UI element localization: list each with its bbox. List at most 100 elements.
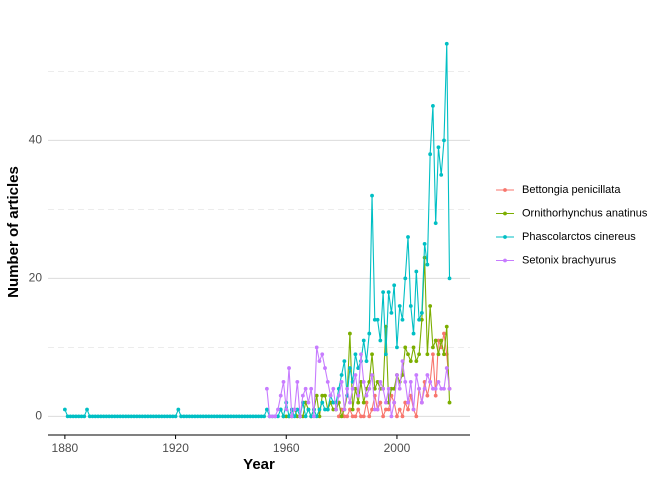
data-point bbox=[433, 338, 438, 343]
data-point bbox=[295, 379, 300, 384]
data-point bbox=[364, 393, 369, 398]
data-point bbox=[237, 414, 242, 419]
data-point bbox=[82, 414, 87, 419]
data-point bbox=[372, 407, 377, 412]
x-tick-label: 2000 bbox=[384, 441, 411, 455]
data-point bbox=[245, 414, 250, 419]
data-point bbox=[176, 407, 181, 412]
data-point bbox=[259, 414, 264, 419]
data-point bbox=[444, 366, 449, 370]
data-point bbox=[386, 290, 391, 295]
data-point bbox=[314, 345, 319, 350]
data-point bbox=[442, 331, 446, 336]
data-point bbox=[328, 393, 333, 398]
data-point bbox=[447, 386, 452, 391]
data-point bbox=[417, 317, 421, 322]
legend-label: Bettongia penicillata bbox=[522, 184, 621, 196]
data-point bbox=[406, 407, 410, 412]
data-point bbox=[431, 103, 435, 108]
data-point bbox=[342, 407, 347, 412]
data-point bbox=[336, 414, 341, 419]
data-point bbox=[295, 407, 300, 412]
data-point bbox=[143, 414, 148, 419]
data-point bbox=[90, 414, 95, 419]
data-point bbox=[433, 393, 438, 398]
data-point bbox=[287, 366, 291, 370]
x-axis-title: Year bbox=[243, 456, 275, 473]
data-point bbox=[98, 414, 103, 419]
data-point bbox=[444, 41, 449, 46]
data-point bbox=[312, 414, 316, 419]
data-point bbox=[334, 407, 338, 412]
data-point bbox=[381, 290, 386, 295]
data-point bbox=[223, 414, 228, 419]
data-point bbox=[408, 359, 413, 364]
x-tick-label: 1920 bbox=[162, 441, 189, 455]
data-point bbox=[339, 414, 344, 419]
data-point bbox=[381, 414, 386, 419]
data-point bbox=[433, 386, 438, 391]
data-point bbox=[408, 304, 413, 308]
data-point bbox=[353, 352, 358, 357]
data-point bbox=[425, 393, 430, 398]
data-point bbox=[121, 414, 125, 419]
data-point bbox=[68, 414, 73, 419]
data-point bbox=[65, 414, 70, 419]
data-point bbox=[370, 193, 374, 198]
data-point bbox=[231, 414, 236, 419]
series-line bbox=[266, 347, 451, 417]
data-point bbox=[96, 414, 100, 419]
data-point bbox=[356, 407, 361, 412]
data-point bbox=[115, 414, 120, 419]
data-point bbox=[289, 414, 294, 419]
data-point bbox=[400, 317, 405, 322]
data-point bbox=[364, 400, 369, 405]
data-point bbox=[370, 352, 374, 357]
legend-label: Ornithorhynchus anatinus bbox=[522, 207, 648, 219]
data-point bbox=[436, 379, 441, 384]
data-point bbox=[195, 414, 200, 419]
data-point bbox=[123, 414, 128, 419]
data-point bbox=[79, 414, 84, 419]
data-point bbox=[386, 407, 391, 412]
data-point bbox=[278, 407, 283, 412]
data-point bbox=[262, 414, 267, 419]
data-point bbox=[107, 414, 112, 419]
data-point bbox=[256, 414, 261, 419]
data-point bbox=[87, 414, 92, 419]
data-point bbox=[276, 414, 280, 419]
data-point bbox=[145, 414, 150, 419]
data-point bbox=[85, 407, 89, 412]
data-point bbox=[367, 386, 372, 391]
data-point bbox=[361, 414, 366, 419]
data-point bbox=[300, 393, 305, 398]
data-point bbox=[425, 352, 430, 357]
data-point bbox=[370, 407, 374, 412]
data-point bbox=[381, 386, 386, 391]
data-point bbox=[431, 352, 435, 357]
data-point bbox=[439, 172, 444, 177]
data-point bbox=[442, 386, 446, 391]
data-point bbox=[287, 414, 291, 419]
data-point bbox=[383, 407, 388, 412]
data-point bbox=[403, 379, 408, 384]
data-point bbox=[414, 359, 419, 364]
data-point bbox=[306, 400, 311, 405]
legend-key-point bbox=[503, 211, 507, 216]
data-point bbox=[323, 393, 327, 398]
data-point bbox=[431, 345, 435, 350]
data-point bbox=[323, 407, 327, 412]
data-point bbox=[204, 414, 208, 419]
data-point bbox=[217, 414, 222, 419]
data-point bbox=[137, 414, 142, 419]
data-point bbox=[314, 414, 319, 419]
data-point bbox=[118, 414, 123, 419]
data-point bbox=[198, 414, 203, 419]
data-point bbox=[303, 386, 308, 391]
data-point bbox=[356, 400, 361, 405]
series bbox=[62, 41, 452, 419]
data-point bbox=[442, 352, 446, 357]
data-point bbox=[400, 359, 405, 364]
data-point bbox=[317, 359, 322, 364]
data-point bbox=[71, 414, 76, 419]
